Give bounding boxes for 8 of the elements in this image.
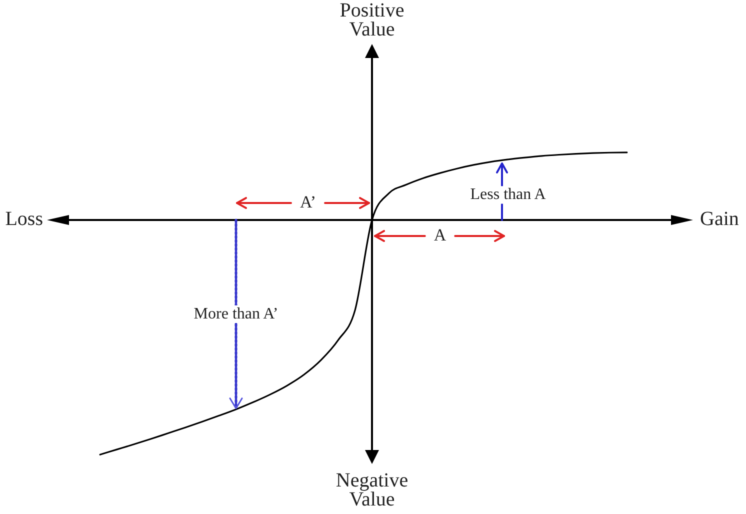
text: Positive Value bbox=[340, 0, 404, 40]
annotation: More than A’ bbox=[194, 305, 278, 322]
annotation: A bbox=[434, 225, 447, 244]
text: Loss bbox=[5, 208, 44, 230]
text: Negative Value bbox=[336, 469, 408, 510]
annotation: A’ bbox=[300, 192, 316, 212]
text: Gain bbox=[700, 208, 739, 230]
annotation: Less than A bbox=[470, 186, 546, 204]
